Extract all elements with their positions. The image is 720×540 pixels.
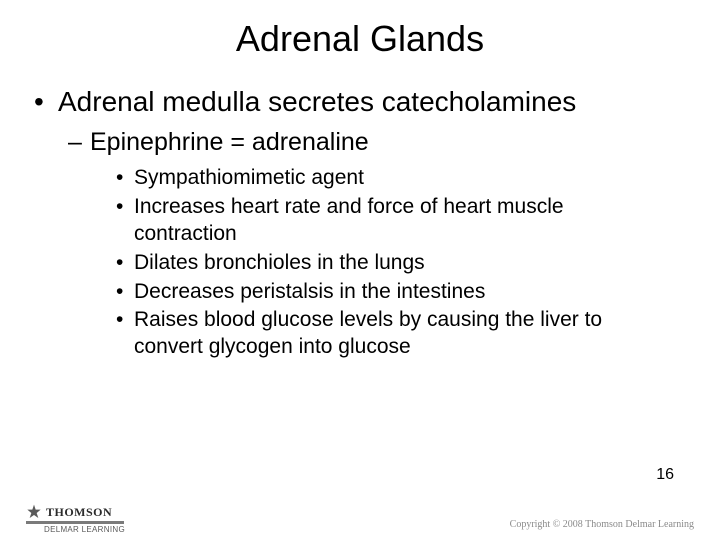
publisher-top-row: THOMSON (26, 504, 125, 520)
publisher-divider (26, 521, 124, 524)
publisher-logo: THOMSON DELMAR LEARNING (26, 504, 125, 534)
publisher-name: THOMSON (46, 505, 112, 520)
copyright-text: Copyright © 2008 Thomson Delmar Learning (510, 519, 694, 530)
bullet-dot: • (34, 86, 58, 118)
level3-text: Increases heart rate and force of heart … (134, 194, 670, 248)
level3-text: Dilates bronchioles in the lungs (134, 250, 425, 277)
bullet-dot: • (116, 194, 134, 248)
bullet-level3: • Raises blood glucose levels by causing… (116, 307, 670, 361)
bullet-level2: – Epinephrine = adrenaline (68, 128, 690, 157)
level1-text: Adrenal medulla secretes catecholamines (58, 86, 576, 118)
bullet-level1: • Adrenal medulla secretes catecholamine… (34, 86, 690, 118)
publisher-subname: DELMAR LEARNING (44, 525, 125, 534)
page-number: 16 (656, 466, 674, 484)
slide-title: Adrenal Glands (30, 18, 690, 60)
bullet-dot: • (116, 279, 134, 306)
level3-text: Decreases peristalsis in the intestines (134, 279, 485, 306)
level3-text: Raises blood glucose levels by causing t… (134, 307, 670, 361)
bullet-level3: • Decreases peristalsis in the intestine… (116, 279, 670, 306)
level3-text: Sympathiomimetic agent (134, 165, 364, 192)
bullet-level3: • Increases heart rate and force of hear… (116, 194, 670, 248)
bullet-dash: – (68, 128, 90, 157)
bullet-level3: • Dilates bronchioles in the lungs (116, 250, 670, 277)
bullet-dot: • (116, 250, 134, 277)
bullet-level3: • Sympathiomimetic agent (116, 165, 670, 192)
bullet-dot: • (116, 307, 134, 361)
bullet-dot: • (116, 165, 134, 192)
footer: THOMSON DELMAR LEARNING Copyright © 2008… (0, 498, 720, 540)
slide: Adrenal Glands • Adrenal medulla secrete… (0, 0, 720, 540)
level2-text: Epinephrine = adrenaline (90, 128, 369, 157)
star-icon (26, 504, 42, 520)
